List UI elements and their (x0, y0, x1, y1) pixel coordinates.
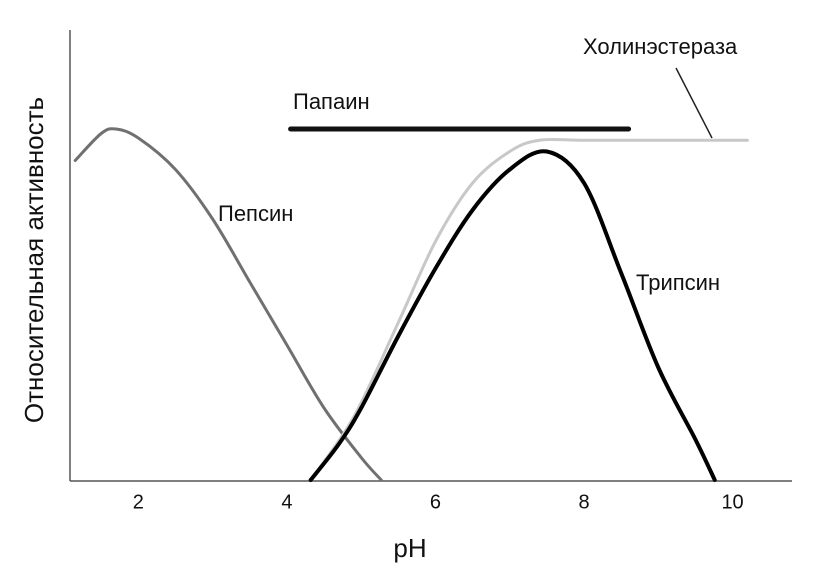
x-tick-label: 4 (281, 491, 292, 513)
series-line (73, 127, 383, 482)
series-line (309, 137, 749, 482)
y-axis-label: Относительная активность (19, 97, 49, 423)
series-line (308, 149, 717, 482)
x-tick-label: 8 (578, 491, 589, 513)
series-label: Папаин (293, 89, 370, 114)
x-tick-label: 2 (133, 491, 144, 513)
series-label: Холинэстераза (583, 34, 738, 59)
leader-line (675, 67, 713, 139)
x-tick-label: 6 (430, 491, 441, 513)
series-label: Пепсин (218, 201, 293, 226)
series-label: Трипсин (636, 270, 720, 295)
x-tick-label: 10 (721, 491, 743, 513)
x-axis-label: pH (393, 533, 426, 563)
